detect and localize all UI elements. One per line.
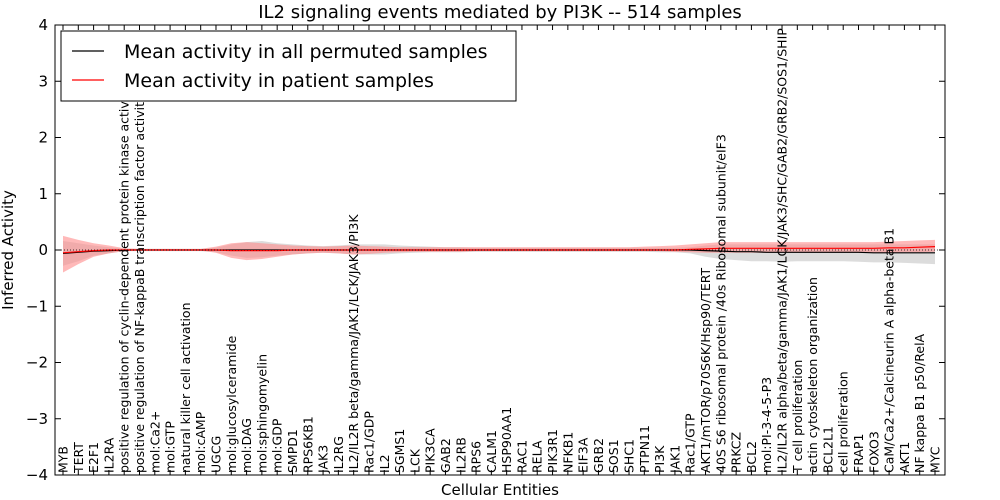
x-tick-label: IL2RB [453,437,468,473]
x-tick-label: SMPD1 [285,429,300,473]
x-tick-label: mol:DAG [239,418,254,473]
y-axis: −4 −3 −2 −1 0 1 2 3 4 [26,16,945,484]
y-axis-label: Inferred Activity [0,190,17,310]
x-tick-label: LCK [407,448,422,473]
x-tick-label: PRKCZ [729,432,744,473]
series-lines [55,246,945,254]
patient-band [63,235,935,273]
x-tick-label: RPS6 [469,441,484,473]
y-tick-label: 1 [38,185,48,203]
x-tick-label: GRB2 [591,438,606,473]
x-tick-label: CaM/Ca2+/Calcineurin A alpha-beta B1 [882,228,897,473]
x-tick-label: SOS1 [606,439,621,473]
x-tick-label: mol:GDP [270,418,285,473]
legend-box [60,30,517,102]
legend: Mean activity in all permuted samples Me… [60,30,517,102]
x-tick-label: HSP90AA1 [499,407,514,473]
x-tick-label: JAK1 [667,445,682,474]
x-tick-label: IL2RG [331,436,346,473]
x-tick-label: BCL2 [744,441,759,473]
x-tick-label: MYC [928,446,943,473]
x-tick-label: positive regulation of cyclin-dependent … [117,85,132,473]
x-tick-label: mol:PI-3-4-5-P3 [759,377,774,473]
x-tick-label: positive regulation of NF-kappaB transcr… [132,94,147,473]
chart-title: IL2 signaling events mediated by PI3K --… [258,2,742,23]
x-tick-label: actin cytoskeleton organization [805,277,820,473]
x-tick-label: 40S S6 ribosomal protein /40s Ribosomal … [713,134,728,473]
x-tick-label: SHC1 [622,439,637,473]
confidence-bands [63,235,935,273]
x-tick-label: cell proliferation [836,371,851,473]
x-tick-label: mol:GTP [163,421,178,473]
x-axis-label: Cellular Entities [441,481,559,499]
y-tick-label: 0 [38,241,48,259]
x-tick-label: PI3K [652,445,667,473]
x-tick-label: RAC1 [514,440,529,473]
y-tick-label: 4 [38,16,48,34]
x-tick-label: JAK3 [316,445,331,474]
x-tick-label: BCL2L1 [820,426,835,473]
legend-label-patient: Mean activity in patient samples [124,70,434,92]
y-tick-label: 3 [38,72,48,90]
x-tick-label: Rac1/GTP [683,413,698,473]
x-tick-label: IL2RA [101,437,116,473]
x-axis: MYB TERT E2F1 IL2RA positive regulation of c… [56,25,943,475]
x-tick-label: mol:glucosylceramide [224,335,239,473]
x-tick-label: TERT [71,442,86,474]
x-tick-label: mol:Ca2+ [147,411,162,473]
y-tick-label: −4 [26,466,48,484]
x-tick-label: SGMS1 [392,429,407,473]
legend-label-permuted: Mean activity in all permuted samples [124,41,487,63]
x-tick-label: Rac1/GDP [362,411,377,473]
y-tick-label: −2 [26,354,48,372]
x-tick-label: NF kappa B1 p50/RelA [912,333,927,473]
y-tick-label: 2 [38,129,48,147]
x-tick-label: FOXO3 [866,431,881,473]
x-tick-label: IL2 [377,454,392,473]
x-tick-label: IL2/IL2R beta/gamma/JAK1/LCK/JAK3/PI3K [346,214,361,473]
x-tick-label: UGCG [209,436,224,473]
x-tick-label: PIK3R1 [545,429,560,473]
x-tick-label: AKT1/mTOR/p70S6K/Hsp90/TERT [698,267,713,473]
x-tick-label: IL2/IL2R alpha/beta/gamma/JAK1/LCK/JAK3/… [775,28,790,473]
x-tick-label: E2F1 [86,442,101,473]
x-tick-label: PIK3CA [423,428,438,473]
x-tick-label: MYB [56,446,71,473]
y-tick-label: −3 [26,410,48,428]
x-tick-label: FRAP1 [851,434,866,473]
x-tick-label: CALM1 [484,430,499,473]
x-tick-label: NFKB1 [560,432,575,473]
x-tick-label: RELA [530,440,545,473]
x-tick-label: AKT1 [897,442,912,473]
y-tick-label: −1 [26,297,48,315]
x-tick-label: T cell proliferation [790,360,805,474]
x-tick-label: mol:sphingomyelin [254,354,269,473]
x-tick-label: PTPN11 [637,425,652,473]
x-tick-label: mol:cAMP [193,411,208,473]
x-tick-label: EIF3A [576,437,591,473]
x-tick-label: RPS6KB1 [300,416,315,473]
x-tick-label: natural killer cell activation [178,302,193,473]
x-tick-label: GAB2 [438,438,453,473]
